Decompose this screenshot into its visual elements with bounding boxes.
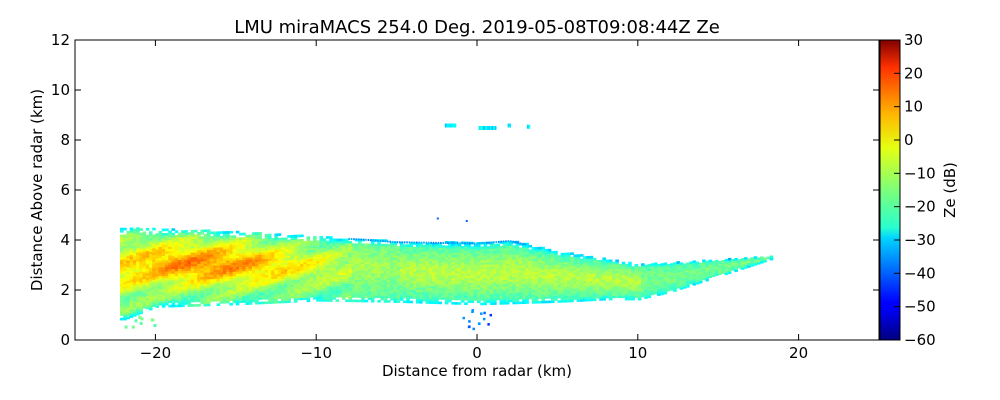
colorbar-tick-label: −60 [904,331,936,349]
y-tick-label: 8 [60,131,70,149]
x-tick-label: −10 [300,344,332,362]
x-tick-label: 0 [472,344,482,362]
colorbar [879,39,901,341]
colorbar-tick-label: −10 [904,164,936,182]
reflectivity-field [120,123,774,331]
colorbar-tick-label: 20 [904,64,923,82]
y-axis-label: Distance Above radar (km) [28,89,46,291]
y-tick-label: 10 [51,81,70,99]
x-axis: −20 −10 0 10 20 [140,40,808,362]
colorbar-tick-label: −40 [904,264,936,282]
y-tick-label: 2 [60,281,70,299]
x-tick-label: −20 [140,344,172,362]
colorbar-tick-label: 30 [904,31,923,49]
y-tick-label: 0 [60,331,70,349]
x-tick-label: 20 [789,344,808,362]
y-tick-label: 4 [60,231,70,249]
x-axis-label: Distance from radar (km) [382,362,572,380]
y-tick-label: 6 [60,181,70,199]
chart-title: LMU miraMACS 254.0 Deg. 2019-05-08T09:08… [234,17,720,38]
colorbar-tick-label: 0 [904,131,914,149]
y-axis: 0 2 4 6 8 10 12 [51,31,879,349]
colorbar-tick-label: −50 [904,298,936,316]
colorbar-tick-label: 10 [904,98,923,116]
colorbar-label: Ze (dB) [941,162,959,218]
colorbar-tick-label: −30 [904,231,936,249]
y-tick-label: 12 [51,31,70,49]
colorbar-tick-label: −20 [904,198,936,216]
colorbar-axis: 30 20 10 0 −10 −20 −30 −40 −50 −60 [894,31,936,349]
x-tick-label: 10 [628,344,647,362]
